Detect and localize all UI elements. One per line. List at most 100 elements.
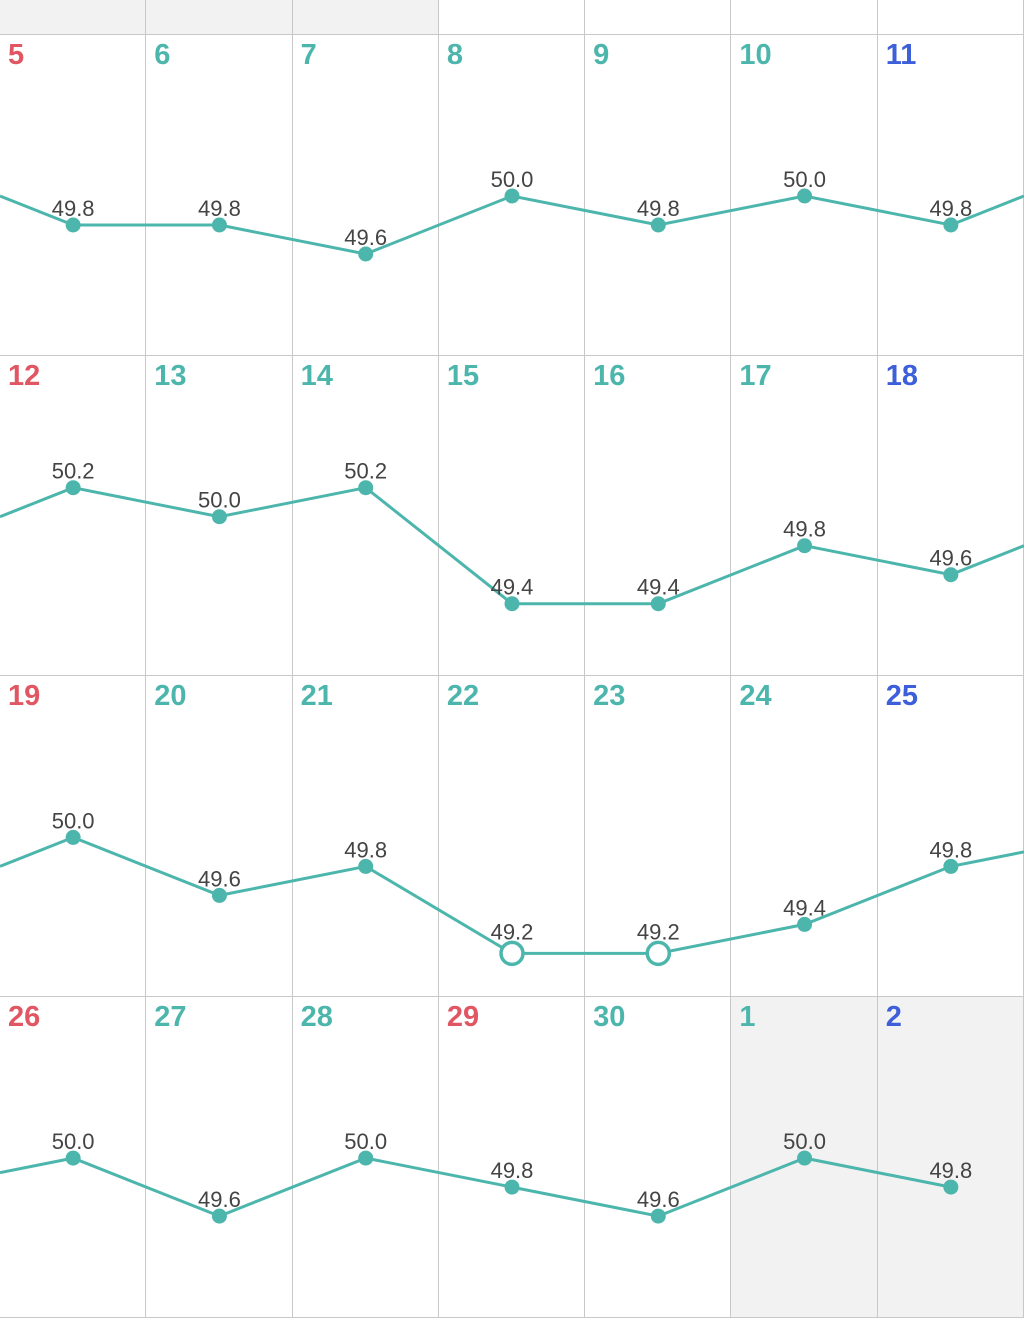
calendar-day-cell[interactable]: 9 <box>585 35 732 356</box>
day-number: 10 <box>739 39 772 71</box>
data-point <box>504 596 520 612</box>
value-label: 49.4 <box>491 575 534 600</box>
data-point <box>504 188 520 204</box>
value-label: 50.0 <box>783 1129 826 1154</box>
value-label: 49.8 <box>344 837 387 862</box>
day-number: 8 <box>446 39 463 71</box>
data-point <box>211 887 227 903</box>
data-point <box>211 217 227 233</box>
data-point <box>358 858 374 874</box>
value-label: 49.8 <box>637 196 680 221</box>
value-label: 50.0 <box>52 808 95 833</box>
calendar-day-cell[interactable]: 30 <box>585 997 732 1318</box>
day-number: 28 <box>300 1001 333 1034</box>
calendar-day-cell[interactable]: 17 <box>731 355 878 677</box>
calendar-day-cell[interactable]: 16 <box>585 355 732 677</box>
value-label: 49.8 <box>929 837 972 862</box>
day-number: 22 <box>446 680 480 713</box>
calendar-day-cell[interactable] <box>292 0 439 35</box>
value-label: 50.2 <box>52 459 95 484</box>
value-label: 49.2 <box>637 919 680 944</box>
value-label: 49.6 <box>637 1187 680 1212</box>
day-number: 17 <box>739 359 772 392</box>
calendar-day-cell[interactable] <box>146 0 293 35</box>
day-number: 2 <box>885 1001 902 1034</box>
day-number: 23 <box>593 680 626 713</box>
value-label: 49.8 <box>198 196 241 221</box>
calendar-day-cell[interactable]: 5 <box>0 35 147 356</box>
day-number: 18 <box>885 359 918 392</box>
day-number: 20 <box>154 680 187 713</box>
data-point <box>650 217 666 233</box>
calendar-day-cell[interactable] <box>585 0 732 35</box>
calendar-day-cell[interactable] <box>731 0 878 35</box>
data-point <box>797 188 813 204</box>
day-number: 13 <box>154 359 187 392</box>
weight-line-chart: 49.8 49.8 49.6 50.0 49.8 50.0 49.8 50.2 50.0 50.2… <box>0 167 1024 1224</box>
calendar-day-cell[interactable] <box>0 0 147 35</box>
calendar-day-cell[interactable]: 11 <box>877 35 1024 356</box>
value-label: 49.6 <box>344 225 387 250</box>
value-label: 49.8 <box>491 1158 534 1183</box>
data-point-hollow <box>499 940 525 967</box>
day-number: 30 <box>593 1001 626 1034</box>
data-point <box>65 829 81 845</box>
value-label: 49.6 <box>929 546 972 571</box>
day-number: 21 <box>300 680 333 713</box>
day-number: 6 <box>154 39 171 71</box>
calendar-day-cell[interactable] <box>877 0 1024 35</box>
day-number: 7 <box>300 39 317 71</box>
data-point <box>650 596 666 612</box>
value-label: 49.4 <box>783 895 826 920</box>
value-label: 49.8 <box>52 196 95 221</box>
value-label: 49.8 <box>929 1158 972 1183</box>
day-number: 14 <box>300 359 333 392</box>
day-number: 12 <box>8 359 41 392</box>
calendar-day-cell[interactable]: 7 <box>292 35 439 356</box>
day-number: 11 <box>885 39 917 71</box>
data-point-hollow <box>645 940 672 967</box>
calendar-day-cell[interactable]: 25 <box>877 676 1024 998</box>
calendar-day-cell[interactable]: 20 <box>146 676 293 998</box>
value-label: 49.8 <box>783 517 826 542</box>
data-point <box>65 1150 81 1166</box>
calendar-day-cell[interactable]: 21 <box>292 676 439 998</box>
calendar-day-cell[interactable]: 27 <box>146 997 293 1318</box>
day-number: 5 <box>8 39 25 71</box>
day-number: 15 <box>446 359 480 392</box>
data-point <box>650 1208 666 1224</box>
calendar-day-cell[interactable]: 12 <box>0 355 147 677</box>
data-point <box>65 480 81 496</box>
value-label: 49.4 <box>637 575 680 600</box>
day-number: 26 <box>8 1001 41 1034</box>
value-label: 50.0 <box>52 1129 95 1154</box>
day-number: 9 <box>593 39 610 71</box>
value-label: 49.6 <box>198 866 241 891</box>
day-number: 16 <box>593 359 626 392</box>
calendar-day-cell[interactable]: 18 <box>877 355 1024 677</box>
data-point <box>211 1208 227 1224</box>
calendar-day-cell[interactable] <box>438 0 586 35</box>
value-label: 49.2 <box>491 919 534 944</box>
calendar-day-cell[interactable]: 24 <box>731 676 878 998</box>
calendar-day-cell[interactable]: 29 <box>438 997 586 1318</box>
data-point <box>943 858 959 874</box>
day-number: 29 <box>446 1001 480 1034</box>
data-point <box>797 538 813 554</box>
day-number: 25 <box>885 680 918 713</box>
day-number: 27 <box>154 1001 187 1034</box>
data-point <box>358 1150 374 1166</box>
data-point <box>797 916 813 932</box>
data-point <box>358 480 374 496</box>
weight-line-segment <box>0 1156 952 1218</box>
calendar-day-cell[interactable]: 15 <box>438 355 586 677</box>
calendar-day-cell[interactable]: 14 <box>292 355 439 677</box>
value-label: 50.0 <box>783 167 826 192</box>
calendar-day-cell[interactable]: 6 <box>146 35 293 356</box>
data-point <box>797 1150 813 1166</box>
day-number: 24 <box>739 680 772 713</box>
value-label: 50.0 <box>344 1129 387 1154</box>
weight-line-segment <box>0 194 1024 256</box>
calendar-day-cell[interactable]: 2 <box>877 997 1024 1318</box>
value-label: 50.0 <box>491 167 534 192</box>
